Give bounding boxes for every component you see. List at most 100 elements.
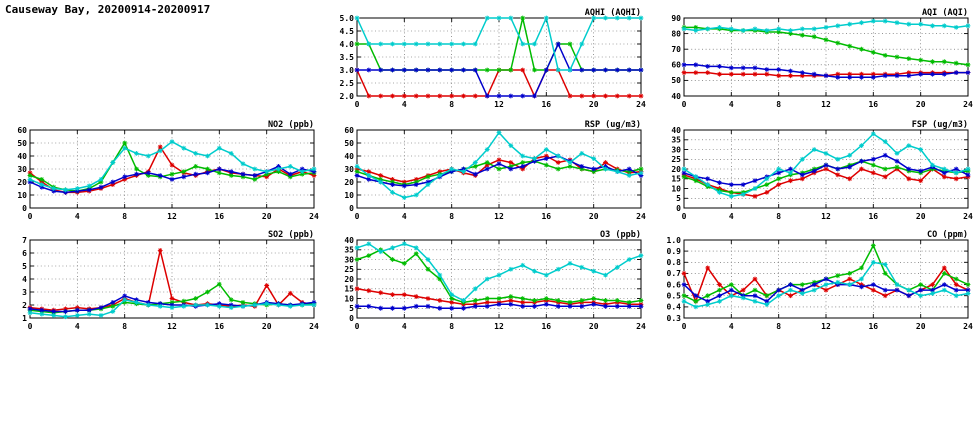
ytick-label: 0: [676, 204, 681, 213]
xtick-label: 8: [776, 100, 781, 109]
chart-o3: 0 5 10 15 20 25 30 35 40 0 4 8 12 16 20 24 O3 (ppb): [327, 226, 647, 336]
ytick-label: 30: [344, 255, 354, 264]
xtick-label: 16: [868, 212, 878, 221]
series-markers-cyan: [681, 131, 971, 199]
ytick-label: 0.8: [667, 258, 682, 267]
ytick-label: 6: [22, 249, 27, 258]
xtick-label: 0: [682, 212, 687, 221]
plot-frame: [356, 239, 642, 319]
xtick-label: 24: [636, 322, 646, 331]
xtick-label: 4: [729, 322, 734, 331]
series-markers-blue: [354, 41, 644, 99]
ytick-label: 2.0: [340, 92, 355, 101]
xtick-label: 24: [309, 212, 319, 221]
chart-so2: 1 2 3 4 5 6 7 0 4 8 12 16 20 24 SO2 (ppb): [0, 226, 320, 336]
ytick-label: 20: [671, 165, 681, 174]
ytick-label: 0: [22, 204, 27, 213]
ytick-label: 20: [344, 275, 354, 284]
ytick-label: 0.3: [667, 314, 682, 323]
xtick-label: 12: [494, 100, 504, 109]
xtick-label: 12: [821, 322, 831, 331]
series-markers-cyan: [354, 15, 644, 73]
series-markers-cyan: [681, 18, 971, 33]
xtick-label: 16: [214, 212, 224, 221]
xtick-label: 24: [963, 100, 973, 109]
xtick-label: 8: [776, 212, 781, 221]
xtick-label: 24: [963, 212, 973, 221]
plot-frame: [683, 239, 969, 319]
xtick-label: 8: [449, 100, 454, 109]
ytick-label: 1.0: [667, 236, 682, 245]
xtick-label: 16: [214, 322, 224, 331]
xtick-label: 4: [75, 212, 80, 221]
ytick-label: 10: [671, 184, 681, 193]
ytick-label: 40: [344, 152, 354, 161]
ytick-label: 80: [671, 29, 681, 38]
ytick-label: 1: [22, 314, 27, 323]
ytick-label: 0: [349, 314, 354, 323]
series-markers-blue: [27, 164, 317, 195]
ytick-label: 30: [17, 165, 27, 174]
ytick-label: 0.4: [667, 303, 682, 312]
xtick-label: 20: [262, 212, 272, 221]
chart-fsp: 0 5 10 15 20 25 30 35 40 0 4 8 12 16 20 24 FSP (ug/m3): [654, 116, 974, 226]
xtick-label: 4: [402, 100, 407, 109]
ytick-label: 50: [344, 139, 354, 148]
xtick-label: 20: [262, 322, 272, 331]
xtick-label: 8: [449, 322, 454, 331]
xtick-label: 8: [122, 212, 127, 221]
xtick-label: 24: [963, 322, 973, 331]
chart-title: RSP (ug/m3): [585, 120, 641, 130]
ytick-label: 5.0: [340, 14, 355, 23]
xtick-label: 0: [355, 100, 360, 109]
chart-title: NO2 (ppb): [268, 120, 314, 130]
xtick-label: 0: [28, 322, 33, 331]
xtick-label: 12: [167, 322, 177, 331]
ytick-label: 0: [349, 204, 354, 213]
ytick-label: 30: [671, 145, 681, 154]
xtick-label: 12: [494, 212, 504, 221]
xtick-label: 20: [916, 212, 926, 221]
ytick-label: 35: [671, 136, 681, 145]
ytick-label: 60: [671, 61, 681, 70]
plot-frame: [683, 17, 969, 97]
chart-svg-no2: 0 10 20 30 40 50 60 0 4 8 12 16 20 24 NO2 (ppb): [17, 120, 319, 221]
ytick-label: 40: [344, 236, 354, 245]
chart-title: SO2 (ppb): [268, 230, 314, 240]
ytick-label: 40: [17, 152, 27, 161]
xtick-label: 8: [776, 322, 781, 331]
xtick-label: 20: [916, 100, 926, 109]
chart-co: 0.3 0.4 0.5 0.6 0.7 0.8 0.9 1.0 0 4 8 12 16 20 24 CO (p…: [654, 226, 974, 336]
ytick-label: 25: [671, 155, 681, 164]
xtick-label: 0: [355, 322, 360, 331]
series-markers-blue: [681, 62, 971, 80]
xtick-label: 20: [589, 322, 599, 331]
xtick-label: 4: [402, 322, 407, 331]
ytick-label: 50: [17, 139, 27, 148]
xtick-label: 0: [682, 100, 687, 109]
xtick-label: 4: [729, 100, 734, 109]
xtick-label: 12: [821, 100, 831, 109]
chart-title: FSP (ug/m3): [912, 120, 968, 130]
series-markers-cyan: [354, 130, 644, 200]
ytick-label: 3: [22, 288, 27, 297]
xtick-label: 8: [449, 212, 454, 221]
xtick-label: 20: [589, 212, 599, 221]
ytick-label: 0.7: [667, 269, 682, 278]
ytick-label: 20: [344, 178, 354, 187]
xtick-label: 12: [494, 322, 504, 331]
xtick-label: 4: [402, 212, 407, 221]
series-markers-cyan: [354, 241, 644, 303]
series-line-cyan: [356, 243, 642, 302]
chart-svg-aqi: 40 50 60 70 80 90 0 4 8 12 16 20 24 AQI (AQI): [671, 8, 973, 109]
page-title: Causeway Bay, 20200914-20200917: [5, 3, 211, 16]
xtick-label: 4: [729, 212, 734, 221]
xtick-label: 4: [75, 322, 80, 331]
ytick-label: 5: [349, 304, 354, 313]
series-markers-cyan: [681, 259, 971, 310]
xtick-label: 16: [868, 100, 878, 109]
ytick-label: 20: [17, 178, 27, 187]
series-markers-blue: [681, 152, 971, 187]
